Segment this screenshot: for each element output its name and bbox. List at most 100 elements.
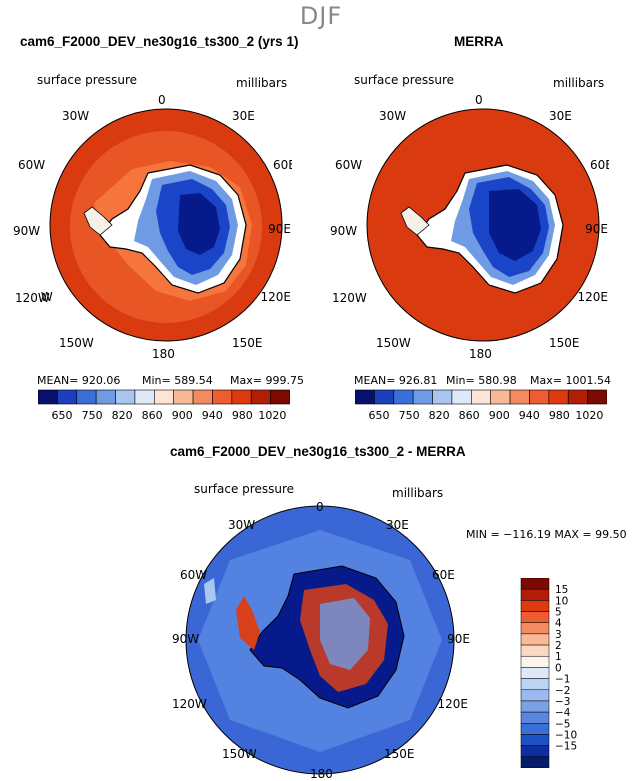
- obs-colorbar-tick-label: 650: [369, 409, 390, 422]
- obs-colorbar-swatch: [529, 389, 550, 405]
- obs-lon-120e: 120E: [578, 290, 609, 304]
- obs-variable-label: surface pressure: [354, 73, 454, 87]
- diff-minmax-stat: MIN = −116.19 MAX = 99.50: [466, 528, 627, 541]
- model-colorbar-swatch: [76, 389, 97, 405]
- diff-lon-150w: 150W: [222, 747, 257, 761]
- diff-colorbar-swatch: [520, 678, 550, 691]
- model-colorbar-swatch: [212, 389, 233, 405]
- diff-lon-180: 180: [310, 767, 333, 781]
- obs-lon-90e: 90E: [585, 222, 608, 236]
- diff-lon-120e: 120E: [438, 697, 469, 711]
- obs-lon-30e: 30E: [549, 109, 572, 123]
- diff-lon-60w: 60W: [180, 568, 207, 582]
- diff-colorbar-tick-label: 10: [555, 595, 568, 607]
- diff-peninsula: [236, 596, 260, 650]
- diff-lon-0: 0: [316, 500, 324, 514]
- model-colorbar: 650 750 820 860 900 940 980 1020: [38, 389, 290, 422]
- obs-ice-dark: [489, 189, 541, 261]
- obs-lon-150e: 150E: [549, 336, 580, 350]
- diff-colorbar-swatch: [520, 600, 550, 612]
- diff-colorbar-swatch: [520, 667, 550, 679]
- diff-colorbar-swatch: [520, 633, 550, 646]
- diff-colorbar-swatch: [520, 578, 550, 590]
- obs-max-stat: Max= 1001.54: [530, 374, 611, 387]
- obs-min-stat: Min= 580.98: [446, 374, 517, 387]
- model-lon-150e: 150E: [232, 336, 263, 350]
- obs-colorbar-swatch: [509, 389, 530, 405]
- diff-colorbar-tick-label: −3: [555, 696, 570, 708]
- diff-colorbar-tick-label: −4: [555, 707, 571, 719]
- model-peninsula-tip: [83, 206, 113, 236]
- model-colorbar-swatch: [57, 389, 78, 405]
- model-colorbar-swatch: [250, 389, 271, 405]
- diff-colorbar-tick-label: 2: [555, 640, 562, 652]
- obs-colorbar-swatch: [490, 389, 511, 405]
- diff-colorbar-swatch: [520, 622, 550, 635]
- diff-polar-map: 0 30E 60E 90E 120E 150E 180 150W 120W 90…: [172, 500, 470, 781]
- model-colorbar-tick-label: 750: [82, 409, 103, 422]
- diff-colorbar-tick-label: −15: [555, 741, 577, 753]
- model-lon-180: 180: [152, 347, 175, 359]
- diff-colorbar-tick-label: 0: [555, 662, 562, 674]
- model-ice-dark: [178, 193, 220, 255]
- model-lon-120e: 120E: [261, 290, 292, 304]
- model-min-stat: Min= 589.54: [142, 374, 213, 387]
- obs-lon-60e: 60E: [590, 158, 609, 172]
- obs-colorbar-tick-label: 820: [429, 409, 450, 422]
- model-colorbar-swatch: [95, 389, 116, 405]
- obs-colorbar-swatch: [587, 389, 607, 405]
- obs-colorbar-tick-label: 860: [459, 409, 480, 422]
- obs-colorbar-tick-label: 750: [399, 409, 420, 422]
- model-lon-120w: 120W: [40, 290, 53, 304]
- model-variable-label: surface pressure: [37, 73, 137, 87]
- season-title: DJF: [299, 2, 343, 30]
- model-lon-90e: 90E: [268, 222, 291, 236]
- diff-colorbar-swatch: [520, 711, 550, 724]
- obs-colorbar-swatch: [451, 389, 472, 405]
- diff-colorbar-tick-label: 15: [555, 584, 568, 596]
- model-colorbar-swatch: [134, 389, 155, 405]
- obs-colorbar-tick-label: 980: [549, 409, 570, 422]
- obs-lon-120w: 120W: [332, 291, 367, 305]
- diff-lon-60e: 60E: [432, 568, 455, 582]
- obs-lon-150w: 150W: [376, 336, 411, 350]
- model-colorbar-swatch: [115, 389, 136, 405]
- obs-colorbar-tick-label: 900: [489, 409, 510, 422]
- model-units-label: millibars: [236, 76, 288, 90]
- model-colorbar-tick-label: 940: [202, 409, 223, 422]
- model-max-stat: Max= 999.75: [230, 374, 304, 387]
- model-lon-0: 0: [158, 95, 166, 107]
- model-polar-map: 0 30E 60E 90E 120E 150E 180 150W 120W: [40, 95, 292, 359]
- obs-colorbar-swatch: [567, 389, 588, 405]
- obs-mean-stat: MEAN= 926.81: [354, 374, 438, 387]
- diff-colorbar-swatch: [520, 734, 550, 746]
- diff-colorbar-tick-label: 4: [555, 618, 562, 630]
- model-lon-150w: 150W: [59, 336, 94, 350]
- model-colorbar-tick-label: 1020: [258, 409, 286, 422]
- obs-panel-title: MERRA: [454, 34, 504, 49]
- model-colorbar-tick-label: 980: [232, 409, 253, 422]
- model-panel-title: cam6_F2000_DEV_ne30g16_ts300_2 (yrs 1): [20, 34, 299, 49]
- model-lon-30w: 30W: [62, 109, 90, 123]
- diff-negative-anomaly: [320, 598, 370, 670]
- model-lon-90w: 90W: [13, 224, 41, 238]
- diff-colorbar-tick-label: 5: [555, 607, 562, 619]
- diff-colorbar-tick-label: 3: [555, 629, 562, 641]
- obs-colorbar-swatch: [471, 389, 491, 405]
- model-colorbar-swatch: [38, 389, 58, 405]
- diff-colorbar-swatch: [520, 745, 550, 758]
- diff-colorbar-swatch: [520, 611, 550, 623]
- diff-panel-title: cam6_F2000_DEV_ne30g16_ts300_2 - MERRA: [170, 444, 466, 459]
- model-colorbar-tick-label: 860: [142, 409, 163, 422]
- diff-colorbar-tick-label: −10: [555, 729, 577, 741]
- obs-colorbar-swatch: [355, 389, 375, 405]
- model-lon-60e: 60E: [273, 158, 292, 172]
- diff-colorbar-swatch: [520, 723, 550, 735]
- obs-lon-0: 0: [475, 95, 483, 107]
- obs-colorbar-tick-label: 940: [519, 409, 540, 422]
- obs-peninsula-tip: [400, 206, 430, 236]
- obs-colorbar-tick-label: 1020: [575, 409, 603, 422]
- model-colorbar-tick-label: 820: [112, 409, 133, 422]
- diff-colorbar-tick-label: −5: [555, 718, 570, 730]
- diff-colorbar-swatch: [520, 689, 550, 702]
